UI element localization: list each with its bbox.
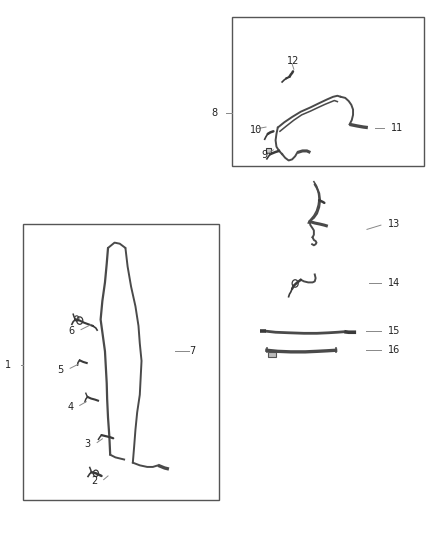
Text: 12: 12 bbox=[286, 56, 299, 66]
Bar bbox=[266, 148, 271, 152]
Text: 5: 5 bbox=[57, 365, 63, 375]
Text: 16: 16 bbox=[388, 345, 400, 356]
Text: 6: 6 bbox=[68, 326, 74, 336]
Text: 13: 13 bbox=[388, 219, 400, 229]
Text: 2: 2 bbox=[91, 477, 97, 486]
Text: 8: 8 bbox=[212, 108, 218, 118]
Bar bbox=[232, 17, 424, 166]
Text: 4: 4 bbox=[67, 402, 73, 412]
Bar bbox=[268, 352, 276, 357]
Text: 15: 15 bbox=[388, 326, 400, 336]
Text: 10: 10 bbox=[251, 125, 263, 135]
Text: 7: 7 bbox=[189, 346, 195, 357]
Text: 9: 9 bbox=[261, 150, 268, 160]
Bar bbox=[23, 224, 219, 500]
Text: 3: 3 bbox=[85, 439, 91, 449]
Text: 1: 1 bbox=[5, 360, 11, 369]
Text: 11: 11 bbox=[391, 123, 403, 133]
Text: 14: 14 bbox=[388, 278, 400, 288]
